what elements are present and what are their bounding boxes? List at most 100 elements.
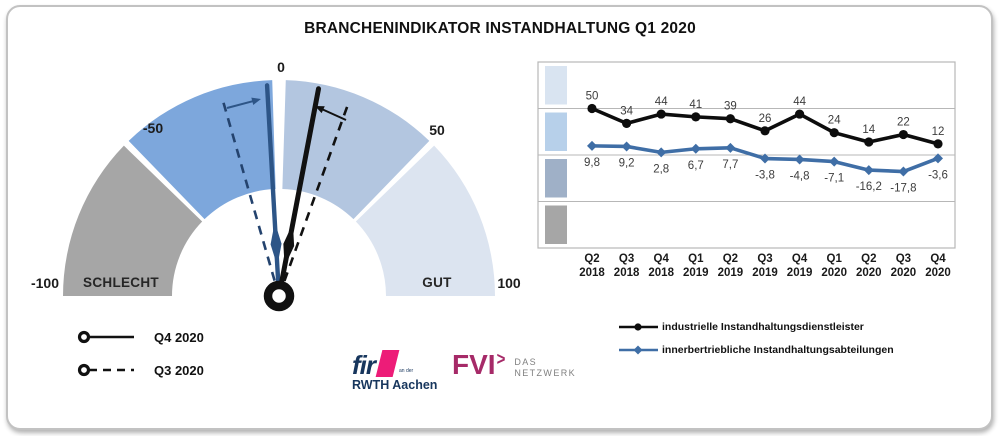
data-label: 44 bbox=[655, 96, 668, 108]
gauge-legend: Q4 2020 Q3 2020 bbox=[76, 325, 204, 391]
data-point bbox=[933, 153, 943, 164]
data-point bbox=[690, 143, 701, 154]
data-label: 9,2 bbox=[619, 157, 635, 169]
fvi-sub-line1: DAS bbox=[514, 357, 538, 367]
data-point bbox=[829, 128, 839, 138]
data-point bbox=[864, 137, 874, 147]
data-point bbox=[898, 166, 909, 177]
x-axis-label-year: 2019 bbox=[787, 267, 813, 279]
chart-legend-label-innerbetrieblich: innerbertriebliche Instandhaltungsabteil… bbox=[662, 343, 894, 356]
x-axis-label-quarter: Q2 bbox=[723, 253, 738, 265]
x-axis-label-quarter: Q1 bbox=[688, 253, 704, 265]
gauge-legend-item-q4: Q4 2020 bbox=[76, 325, 204, 349]
data-label: 44 bbox=[793, 96, 806, 108]
data-label: 50 bbox=[586, 91, 599, 103]
gauge-label-gut: GUT bbox=[422, 275, 452, 290]
gauge-trend-arrowhead bbox=[251, 97, 261, 105]
data-point bbox=[795, 109, 805, 119]
chart-legend-item-industrielle: industrielle Instandhaltungsdienstleiste… bbox=[618, 315, 894, 338]
x-axis-label-quarter: Q4 bbox=[654, 253, 670, 265]
gauge-segment-0 bbox=[63, 145, 203, 296]
x-axis-label-quarter: Q1 bbox=[827, 253, 843, 265]
data-point bbox=[621, 141, 632, 152]
x-axis-label-quarter: Q2 bbox=[861, 253, 876, 265]
x-axis-label-year: 2019 bbox=[752, 267, 778, 279]
data-label: 14 bbox=[862, 124, 875, 136]
x-axis-label-year: 2020 bbox=[856, 267, 882, 279]
fir-logo-subtitle: RWTH Aachen bbox=[352, 378, 438, 392]
data-point bbox=[656, 147, 667, 158]
band-block-3 bbox=[545, 205, 567, 244]
data-label: 24 bbox=[828, 115, 841, 127]
black-line-legend-icon bbox=[619, 322, 658, 331]
chart-legend: industrielle Instandhaltungsdienstleiste… bbox=[618, 315, 894, 361]
data-label: 12 bbox=[932, 126, 945, 138]
x-axis-label-quarter: Q3 bbox=[757, 253, 772, 265]
data-label: 34 bbox=[620, 105, 633, 117]
x-axis-label-year: 2018 bbox=[648, 267, 674, 279]
data-point bbox=[829, 156, 840, 167]
fir-logo-row: fir an der bbox=[352, 350, 452, 380]
gauge-label-neg-50: -50 bbox=[142, 120, 164, 136]
x-axis-label-year: 2018 bbox=[579, 267, 605, 279]
data-point bbox=[863, 165, 874, 176]
fir-logo-bar-icon bbox=[375, 350, 400, 377]
fir-logo-text: fir bbox=[352, 350, 376, 380]
data-label: 6,7 bbox=[688, 160, 704, 172]
gauge bbox=[63, 80, 495, 312]
data-point bbox=[587, 103, 597, 114]
x-axis-label-year: 2019 bbox=[718, 267, 744, 279]
band-block-2 bbox=[545, 159, 567, 198]
data-point bbox=[760, 126, 770, 136]
line-chart: 50 34 44 41 39 26 44 24 14 22 12 9,8 9,2 2,8 6,7 7,7 -3,… bbox=[537, 61, 956, 279]
data-label: 9,8 bbox=[584, 157, 600, 169]
gauge-label-schlecht: SCHLECHT bbox=[83, 275, 159, 290]
data-label: -3,6 bbox=[928, 169, 948, 181]
gauge-label-50: 50 bbox=[429, 122, 445, 138]
data-label: 2,8 bbox=[653, 163, 669, 175]
band-block-1 bbox=[545, 112, 567, 151]
data-label: 39 bbox=[724, 101, 737, 113]
gauge-legend-label-q4: Q4 2020 bbox=[154, 329, 204, 345]
data-point bbox=[587, 140, 597, 151]
data-point bbox=[691, 112, 701, 122]
data-label: -7,1 bbox=[824, 173, 844, 185]
solid-needle-legend-icon bbox=[77, 330, 134, 344]
x-axis-label-quarter: Q3 bbox=[896, 253, 911, 265]
fir-logo-ander: an der bbox=[399, 368, 414, 374]
band-block-0 bbox=[545, 66, 567, 105]
gauge-label-100: 100 bbox=[497, 275, 521, 291]
gauge-needle-diamond bbox=[283, 223, 295, 267]
data-point bbox=[725, 114, 736, 124]
gauge-hub bbox=[263, 280, 295, 312]
gauge-trend-arrow bbox=[320, 107, 347, 121]
x-axis-label-quarter: Q3 bbox=[619, 253, 634, 265]
fvi-sub-line2: NETZWERK bbox=[514, 368, 577, 378]
gauge-segment-1 bbox=[128, 80, 276, 220]
data-label: 41 bbox=[689, 99, 702, 111]
blue-line-legend-icon bbox=[619, 345, 658, 354]
x-axis-label-quarter: Q4 bbox=[930, 253, 946, 265]
data-label: -17,8 bbox=[890, 183, 916, 195]
plot-border bbox=[537, 61, 956, 249]
gauge-trend-arrow bbox=[226, 99, 255, 109]
fir-rwth-logo: fir an der RWTH Aachen bbox=[352, 350, 452, 392]
gauge-needle-diamond bbox=[270, 222, 282, 267]
fvi-logo-text: FVI bbox=[452, 349, 496, 380]
fvi-logo-subtitle: DAS NETZWERK bbox=[514, 352, 576, 379]
data-point bbox=[933, 139, 943, 149]
gauge-legend-item-q3: Q3 2020 bbox=[76, 358, 204, 382]
chart-legend-item-innerbetrieblich: innerbertriebliche Instandhaltungsabteil… bbox=[618, 338, 894, 361]
x-axis-label-year: 2019 bbox=[683, 267, 709, 279]
dashed-needle-legend-icon bbox=[77, 363, 134, 377]
data-label: 7,7 bbox=[722, 159, 738, 171]
gauge-label-0: 0 bbox=[277, 59, 285, 75]
x-axis-label-quarter: Q2 bbox=[584, 253, 599, 265]
data-point bbox=[725, 142, 736, 153]
data-point bbox=[622, 118, 632, 128]
data-point bbox=[760, 153, 770, 164]
data-label: 26 bbox=[759, 113, 772, 125]
data-point bbox=[656, 109, 666, 119]
